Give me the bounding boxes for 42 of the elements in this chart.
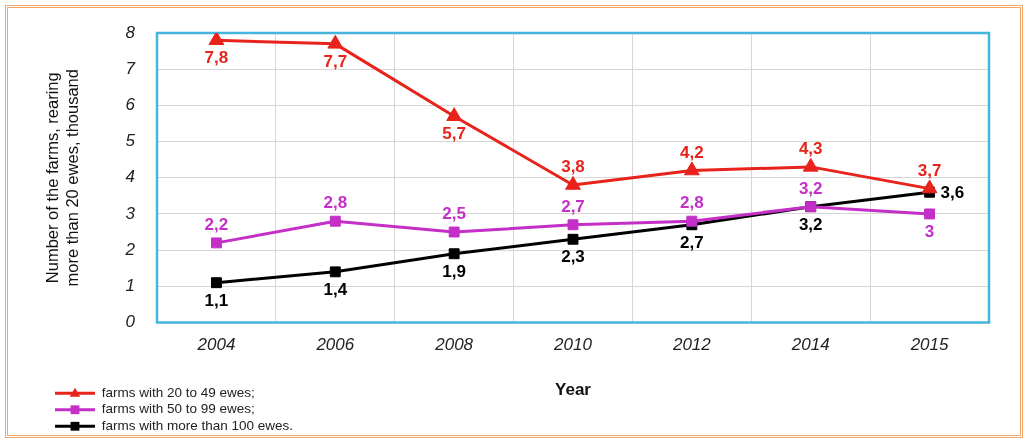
legend-label: farms with 20 to 49 ewes;	[101, 384, 255, 400]
data-label: 7,7	[323, 52, 348, 72]
x-tick-label: 2014	[790, 335, 830, 355]
y-tick-label: 0	[125, 312, 136, 332]
data-label: 1,1	[204, 290, 229, 310]
data-label: 3,2	[798, 214, 823, 234]
data-label: 3,2	[798, 178, 823, 198]
data-label: 7,8	[204, 48, 229, 68]
x-tick-label: 2012	[671, 335, 712, 355]
data-label: 2,7	[680, 232, 704, 252]
data-label: 3,7	[917, 160, 942, 180]
data-label: 3,8	[561, 157, 585, 177]
legend-label: farms with 50 to 99 ewes;	[101, 401, 255, 417]
data-label: 2,3	[561, 247, 585, 267]
data-label: 3	[924, 222, 935, 242]
data-label: 3,6	[940, 182, 965, 202]
y-tick-label: 7	[125, 58, 136, 78]
data-label: 2,8	[323, 193, 348, 213]
data-label: 5,7	[442, 124, 466, 144]
x-tick-label: 2015	[909, 335, 950, 355]
y-axis-title: Number of the farms, rearing more than 20 ewes, thousand	[43, 69, 82, 287]
data-label: 2,5	[442, 204, 466, 224]
x-tick-label: 2006	[315, 335, 355, 355]
data-label: 2,7	[561, 196, 585, 216]
y-tick-label: 1	[125, 276, 135, 296]
y-tick-label: 4	[125, 167, 135, 187]
legend-label: farms with more than 100 ewes.	[101, 417, 294, 433]
data-label: 4,2	[680, 142, 704, 162]
x-tick-label: 2008	[434, 335, 474, 355]
y-tick-label: 8	[125, 22, 136, 42]
data-label: 2,2	[204, 215, 229, 235]
y-tick-label: 5	[125, 131, 136, 151]
data-label: 4,3	[798, 139, 823, 159]
x-axis-title: Year	[555, 379, 592, 399]
data-label: 2,8	[680, 193, 704, 213]
y-tick-label: 2	[124, 239, 136, 259]
y-tick-label: 3	[125, 203, 136, 223]
data-label: 1,4	[323, 280, 348, 300]
x-tick-label: 2010	[553, 335, 593, 355]
y-tick-label: 6	[125, 95, 136, 115]
data-label: 1,9	[442, 261, 466, 281]
x-tick-label: 2004	[196, 335, 236, 355]
